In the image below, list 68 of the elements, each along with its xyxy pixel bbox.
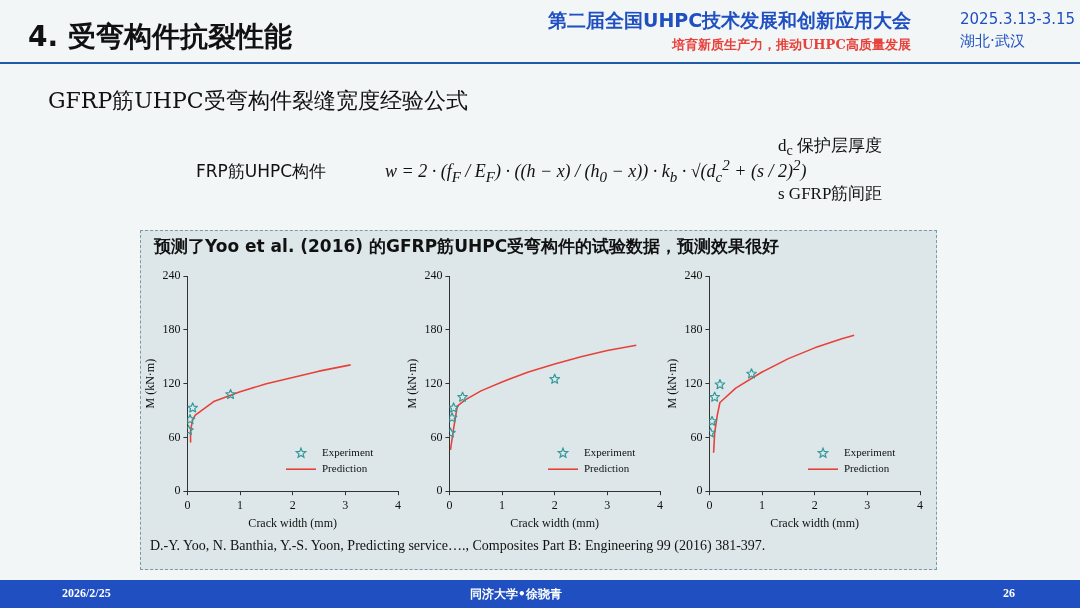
x-tick-label: 3 [342, 497, 349, 512]
legend-label: Prediction [584, 462, 630, 475]
text: 26 [1003, 586, 1015, 601]
text: FRP筋UHPC构件 [196, 160, 327, 183]
point [714, 379, 726, 390]
x-tick-label: 4 [917, 497, 923, 512]
text: 预测了Yoo et al. (2016) 的GFRP筋UHPC受弯构件的试验数据，预测效果很好 [154, 235, 780, 258]
x-tick-label: 1 [499, 497, 506, 512]
legend-label: Experiment [844, 446, 896, 459]
x-tick-label: 0 [446, 497, 453, 512]
y-tick-label: 120 [162, 375, 181, 390]
text: D.-Y. Yoo, N. Banthia, Y.-S. Yoon, Predicting service…., Composites Part B: Engineering 99 (2016) 381-397. [150, 538, 766, 554]
legend-label: Prediction [844, 462, 890, 475]
y-tick-label: 0 [174, 483, 181, 498]
y-tick-label: 60 [690, 429, 703, 444]
legend-label: Prediction [322, 462, 368, 475]
point [187, 402, 199, 413]
x-tick-label: 1 [237, 497, 244, 512]
text: 第二届全国UHPC技术发展和创新应用大会 [548, 8, 912, 33]
point [449, 412, 458, 423]
y-tick-label: 120 [684, 375, 703, 390]
y-axis-title: M (kN·m) [665, 358, 680, 409]
point [746, 368, 757, 379]
point [709, 415, 718, 426]
chart-title: 4. 受弯构件抗裂性能 [28, 19, 292, 55]
point [187, 413, 196, 425]
x-axis-title: Crack width (mm) [248, 515, 338, 530]
point [549, 373, 561, 384]
x-tick-label: 0 [184, 497, 191, 512]
text: GFRP筋UHPC受弯构件裂缝宽度经验公式 [48, 87, 468, 115]
y-tick-label: 240 [424, 268, 443, 283]
y-tick-label: 120 [424, 375, 443, 390]
text: w = 2 · (f$_{F}$ / E$_{F}$) · ((h − x) / (h$_{0}$ − x)) · k$_{b}$ · √(d$_{c}$$^{2}$ + (s / 2)$^{2}$) [385, 157, 807, 185]
text: 2026/2/25 [62, 586, 111, 601]
text: 湖北·武汉 [960, 32, 1025, 51]
legend-label: Experiment [584, 446, 636, 459]
legend-label: Experiment [322, 446, 374, 459]
y-tick-label: 240 [162, 268, 181, 283]
text: s GFRP筋间距 [778, 183, 883, 205]
y-axis-title: M (kN·m) [143, 358, 158, 409]
y-tick-label: 180 [684, 322, 703, 337]
x-axis-title: Crack width (mm) [510, 515, 600, 530]
point [709, 391, 721, 402]
text: 2025.3.13-3.15 [960, 10, 1076, 28]
x-tick-label: 2 [289, 497, 296, 512]
y-tick-label: 180 [424, 322, 443, 337]
y-tick-label: 60 [430, 429, 443, 444]
x-tick-label: 4 [395, 497, 401, 512]
y-tick-label: 240 [684, 268, 703, 283]
x-tick-label: 3 [604, 497, 611, 512]
x-tick-label: 4 [657, 497, 663, 512]
text: 同济大学•徐骁青 [470, 586, 562, 603]
y-tick-label: 180 [162, 322, 181, 337]
text: d$_{c}$ 保护层厚度 [778, 136, 883, 159]
point [457, 391, 468, 402]
x-tick-label: 2 [811, 497, 818, 512]
x-tick-label: 0 [706, 497, 713, 512]
point [449, 402, 459, 413]
y-axis-title: M (kN·m) [405, 358, 420, 409]
y-tick-label: 0 [436, 483, 443, 498]
x-axis-title: Crack width (mm) [770, 515, 860, 530]
x-tick-label: 1 [759, 497, 766, 512]
text: 培育新质生产力，推动UHPC高质量发展 [672, 36, 911, 54]
y-tick-label: 60 [168, 429, 181, 444]
point [225, 388, 236, 400]
x-tick-label: 2 [551, 497, 558, 512]
y-tick-label: 0 [696, 483, 703, 498]
x-tick-label: 3 [864, 497, 871, 512]
